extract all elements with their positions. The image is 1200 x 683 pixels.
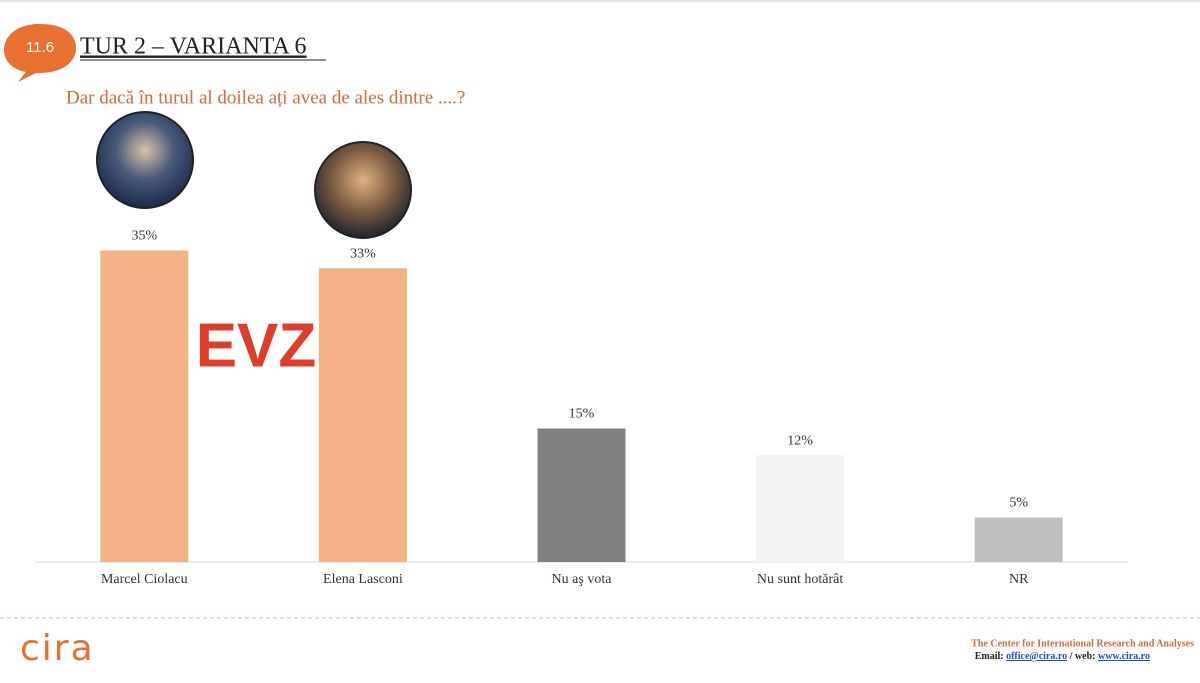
plot: 35% Marcel Ciolacu 33% Elena Lasconi 15% Nu a…	[100, 229, 1063, 587]
footer-contact: Email: office@cira.ro / web: www.cira.ro	[975, 651, 1150, 662]
bar	[974, 517, 1063, 562]
footer-email[interactable]: office@cira.ro	[1006, 651, 1067, 662]
value-label: 12%	[787, 433, 813, 448]
badge-bubble	[4, 24, 76, 82]
x-tick-label: NR	[1009, 572, 1029, 587]
x-tick-label: Elena Lasconi	[323, 572, 403, 587]
watermark: EVZ	[196, 311, 317, 380]
footer-title: The Center for International Research an…	[971, 638, 1194, 649]
badge: 11.6	[26, 39, 54, 56]
footer-email-label: Email:	[975, 651, 1004, 662]
bar	[537, 428, 626, 562]
value-label: 15%	[569, 407, 595, 422]
value-label: 33%	[350, 247, 376, 262]
candidate-photo	[96, 111, 194, 209]
title: TUR 2 – VARIANTA 6	[80, 34, 307, 60]
footer-web-label: / web:	[1069, 651, 1096, 662]
footer-web[interactable]: www.cira.ro	[1098, 651, 1150, 662]
bar	[100, 250, 189, 562]
logo: cira	[20, 628, 95, 669]
bar	[318, 268, 407, 562]
x-tick-label: Nu aş vota	[552, 572, 613, 587]
x-tick-label: Marcel Ciolacu	[101, 572, 188, 587]
value-label: 5%	[1009, 496, 1028, 511]
subtitle: Dar dacă în turul al doilea ați avea de …	[66, 87, 465, 108]
candidate-photo	[314, 141, 412, 239]
bar	[756, 455, 845, 562]
x-tick-label: Nu sunt hotărât	[757, 572, 843, 587]
value-label: 35%	[131, 229, 157, 244]
